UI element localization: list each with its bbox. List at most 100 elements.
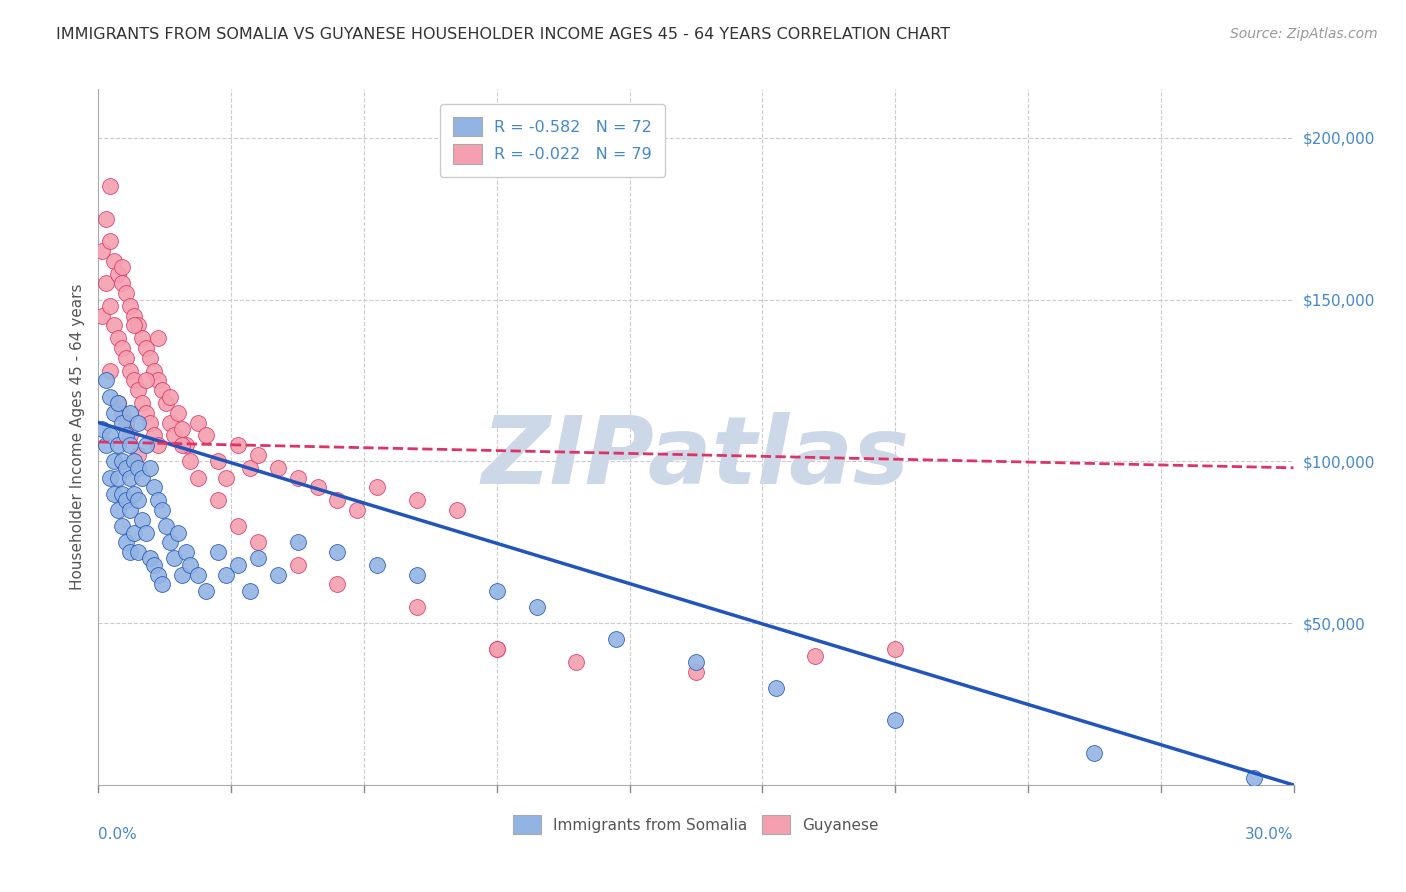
Point — [804, 648, 827, 663]
Point — [107, 267, 129, 281]
Point — [226, 558, 249, 572]
Point — [174, 545, 197, 559]
Point — [239, 460, 262, 475]
Point — [120, 438, 142, 452]
Point — [246, 535, 269, 549]
Point — [287, 470, 309, 484]
Point — [143, 428, 166, 442]
Point — [246, 448, 269, 462]
Point — [366, 480, 388, 494]
Point — [267, 460, 290, 475]
Point — [446, 503, 468, 517]
Point — [124, 374, 146, 388]
Point — [135, 374, 157, 388]
Point — [685, 665, 707, 679]
Point — [111, 406, 134, 420]
Point — [155, 396, 177, 410]
Point — [127, 383, 149, 397]
Point — [346, 503, 368, 517]
Point — [103, 486, 125, 500]
Point — [115, 351, 138, 365]
Point — [96, 374, 118, 388]
Point — [172, 422, 194, 436]
Point — [135, 341, 157, 355]
Point — [163, 551, 186, 566]
Point — [207, 545, 229, 559]
Point — [139, 551, 162, 566]
Point — [174, 438, 197, 452]
Point — [127, 318, 149, 333]
Point — [485, 583, 508, 598]
Point — [884, 713, 907, 727]
Point — [148, 567, 170, 582]
Point — [98, 299, 122, 313]
Legend: Immigrants from Somalia, Guyanese: Immigrants from Somalia, Guyanese — [508, 809, 884, 840]
Point — [111, 416, 134, 430]
Point — [131, 470, 153, 484]
Point — [148, 438, 170, 452]
Point — [150, 383, 173, 397]
Point — [91, 309, 114, 323]
Point — [150, 577, 173, 591]
Point — [98, 235, 122, 249]
Point — [207, 493, 229, 508]
Point — [120, 470, 142, 484]
Point — [239, 583, 262, 598]
Point — [120, 428, 142, 442]
Point — [326, 577, 349, 591]
Text: Source: ZipAtlas.com: Source: ZipAtlas.com — [1230, 27, 1378, 41]
Point — [159, 390, 181, 404]
Point — [685, 655, 707, 669]
Point — [565, 655, 588, 669]
Point — [187, 567, 209, 582]
Point — [226, 438, 249, 452]
Point — [485, 642, 508, 657]
Point — [127, 545, 149, 559]
Point — [1243, 772, 1265, 786]
Point — [167, 406, 190, 420]
Point — [287, 558, 309, 572]
Point — [406, 599, 429, 614]
Point — [115, 460, 138, 475]
Point — [148, 374, 170, 388]
Point — [326, 545, 349, 559]
Point — [131, 513, 153, 527]
Point — [150, 503, 173, 517]
Point — [98, 428, 122, 442]
Point — [155, 519, 177, 533]
Point — [103, 406, 125, 420]
Point — [159, 416, 181, 430]
Point — [267, 567, 290, 582]
Point — [91, 244, 114, 258]
Point — [124, 454, 146, 468]
Point — [120, 299, 142, 313]
Point — [195, 583, 218, 598]
Point — [115, 416, 138, 430]
Text: 0.0%: 0.0% — [98, 827, 138, 842]
Point — [124, 486, 146, 500]
Point — [131, 396, 153, 410]
Point — [187, 470, 209, 484]
Point — [143, 480, 166, 494]
Point — [120, 503, 142, 517]
Point — [124, 318, 146, 333]
Point — [124, 525, 146, 540]
Point — [111, 341, 134, 355]
Point — [107, 396, 129, 410]
Text: IMMIGRANTS FROM SOMALIA VS GUYANESE HOUSEHOLDER INCOME AGES 45 - 64 YEARS CORREL: IMMIGRANTS FROM SOMALIA VS GUYANESE HOUS… — [56, 27, 950, 42]
Point — [246, 551, 269, 566]
Point — [148, 493, 170, 508]
Point — [103, 454, 125, 468]
Point — [207, 454, 229, 468]
Point — [179, 558, 201, 572]
Point — [127, 416, 149, 430]
Point — [98, 470, 122, 484]
Point — [107, 438, 129, 452]
Point — [765, 681, 787, 695]
Point — [115, 428, 138, 442]
Point — [139, 416, 162, 430]
Point — [111, 486, 134, 500]
Point — [103, 318, 125, 333]
Point — [120, 406, 142, 420]
Point — [107, 396, 129, 410]
